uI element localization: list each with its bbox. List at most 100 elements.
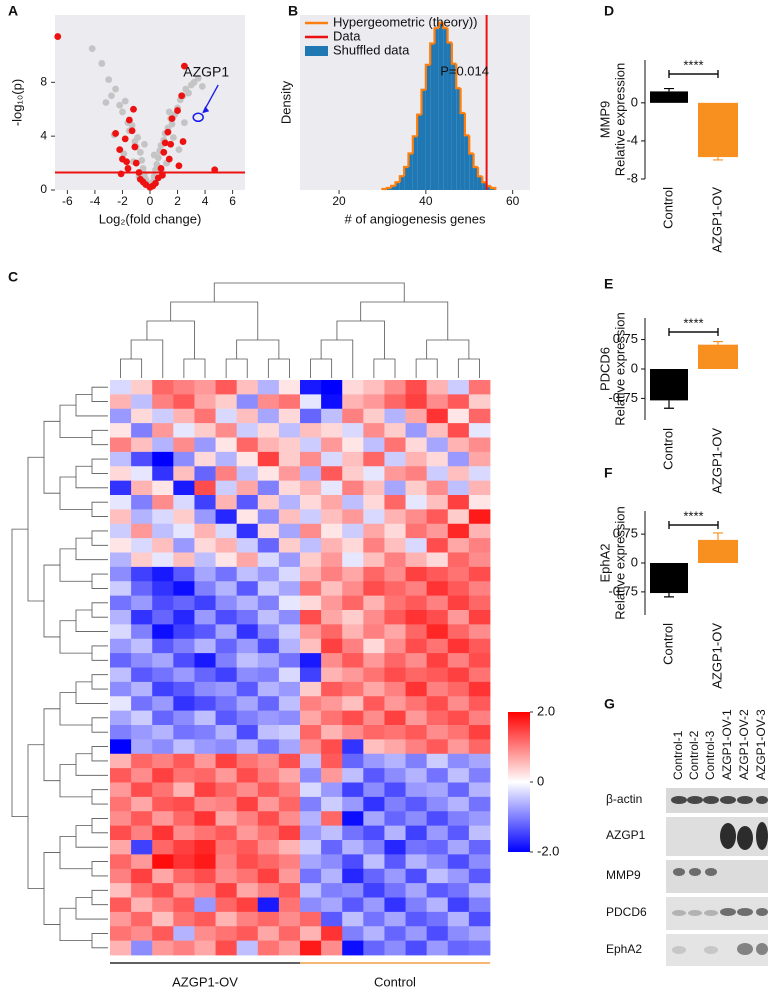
heatmap-cell — [257, 509, 280, 525]
heatmap-cell — [257, 696, 280, 712]
heatmap-cell — [131, 883, 153, 898]
heatmap-cell — [215, 825, 238, 841]
significance-label: **** — [683, 57, 703, 72]
dendrogram — [91, 933, 108, 949]
heatmap-cell — [278, 825, 301, 841]
dendrogram — [91, 501, 108, 517]
dendrogram — [236, 339, 280, 359]
bar — [650, 563, 688, 594]
x-tick-label: -4 — [90, 194, 101, 208]
point — [165, 108, 173, 116]
heatmap-cell — [300, 725, 322, 740]
heatmap-cell — [110, 667, 132, 683]
heatmap-cell — [342, 739, 364, 755]
heatmap-cell — [194, 466, 216, 482]
heatmap-cell — [321, 437, 343, 453]
bar — [650, 91, 688, 103]
dendrogram — [91, 530, 108, 546]
bar — [650, 369, 688, 401]
heatmap-cell — [363, 566, 385, 582]
heatmap-cell — [236, 883, 259, 898]
heatmap-cell — [321, 768, 343, 783]
histogram-bar — [460, 113, 465, 190]
heatmap-cell — [300, 538, 322, 553]
protein-label: AZGP1 — [606, 828, 646, 842]
heatmap-cell — [236, 710, 259, 726]
theory-step — [424, 63, 431, 90]
heatmap-cell — [194, 595, 216, 611]
heatmap-cell — [110, 653, 132, 668]
heatmap-cell — [152, 840, 174, 855]
histogram-bar — [473, 167, 478, 190]
heatmap-cell — [447, 854, 470, 870]
heatmap-cell — [131, 538, 153, 553]
heatmap-cell — [152, 523, 174, 539]
histogram-bar — [447, 43, 452, 190]
legend-swatch — [305, 46, 328, 56]
heatmap-cell — [278, 653, 301, 668]
y-tick-label: -0.75 — [608, 390, 638, 405]
heatmap-cell — [173, 739, 195, 755]
heatmap-cell — [236, 380, 259, 395]
heatmap-cell — [173, 911, 195, 927]
heatmap-cell — [468, 811, 491, 827]
dendrogram — [91, 645, 108, 661]
heatmap-cell — [342, 638, 364, 654]
histogram-bar — [404, 167, 409, 190]
heatmap-cell — [405, 725, 428, 740]
heatmap-cell — [236, 825, 259, 841]
heatmap-cell — [363, 495, 385, 510]
heatmap-cell — [447, 595, 470, 611]
dendrogram — [267, 358, 290, 378]
theory-step — [455, 63, 461, 90]
heatmap-cell — [468, 581, 491, 597]
heatmap-cell — [321, 911, 343, 927]
heatmap-cell — [215, 423, 238, 438]
heatmap-cell — [405, 811, 428, 827]
heatmap-cell — [215, 883, 238, 898]
heatmap-cell — [152, 538, 174, 553]
heatmap-cell — [300, 423, 322, 438]
y-tick-label: -4 — [626, 132, 638, 147]
heatmap-cell — [384, 466, 406, 482]
heatmap-cell — [257, 840, 280, 855]
heatmap-cell — [300, 811, 322, 827]
heatmap-cell — [363, 667, 385, 683]
heatmap-cell — [257, 854, 280, 870]
heatmap-cell — [152, 768, 174, 783]
theory-step — [472, 153, 478, 169]
band — [720, 823, 736, 849]
protein-label: MMP9 — [606, 868, 641, 882]
heatmap-cell — [131, 509, 153, 525]
heatmap-cell — [342, 451, 364, 467]
heatmap-cell — [278, 480, 301, 496]
point — [152, 179, 159, 187]
heatmap-cell — [342, 854, 364, 870]
heatmap-cell — [405, 538, 428, 553]
heatmap-cell — [215, 725, 238, 740]
heatmap-cell — [173, 840, 195, 855]
heatmap-cell — [236, 595, 259, 611]
heatmap-cell — [363, 840, 385, 855]
heatmap-cell — [236, 667, 259, 683]
heatmap-cell — [300, 782, 322, 798]
heatmap-cell — [278, 523, 301, 539]
heatmap-cell — [257, 466, 280, 482]
heatmap-cell — [363, 696, 385, 712]
histogram-bar — [425, 64, 431, 190]
x-tick-label: Control — [660, 623, 675, 665]
heatmap-cell — [468, 696, 491, 712]
heatmap-cell — [342, 696, 364, 712]
heatmap-cell — [384, 566, 406, 582]
heatmap-cell — [426, 854, 449, 870]
heatmap-cell — [321, 811, 343, 827]
heatmap-cell — [173, 523, 195, 539]
heatmap-cell — [300, 624, 322, 640]
heatmap-cell — [342, 466, 364, 482]
y-axis-label: MMP9 — [597, 101, 612, 139]
heatmap-cell — [426, 681, 449, 697]
heatmap-cell — [321, 408, 343, 424]
y-axis-label: Relative expression — [612, 312, 627, 425]
heatmap-cell — [194, 940, 216, 956]
heatmap-cell — [257, 495, 280, 510]
